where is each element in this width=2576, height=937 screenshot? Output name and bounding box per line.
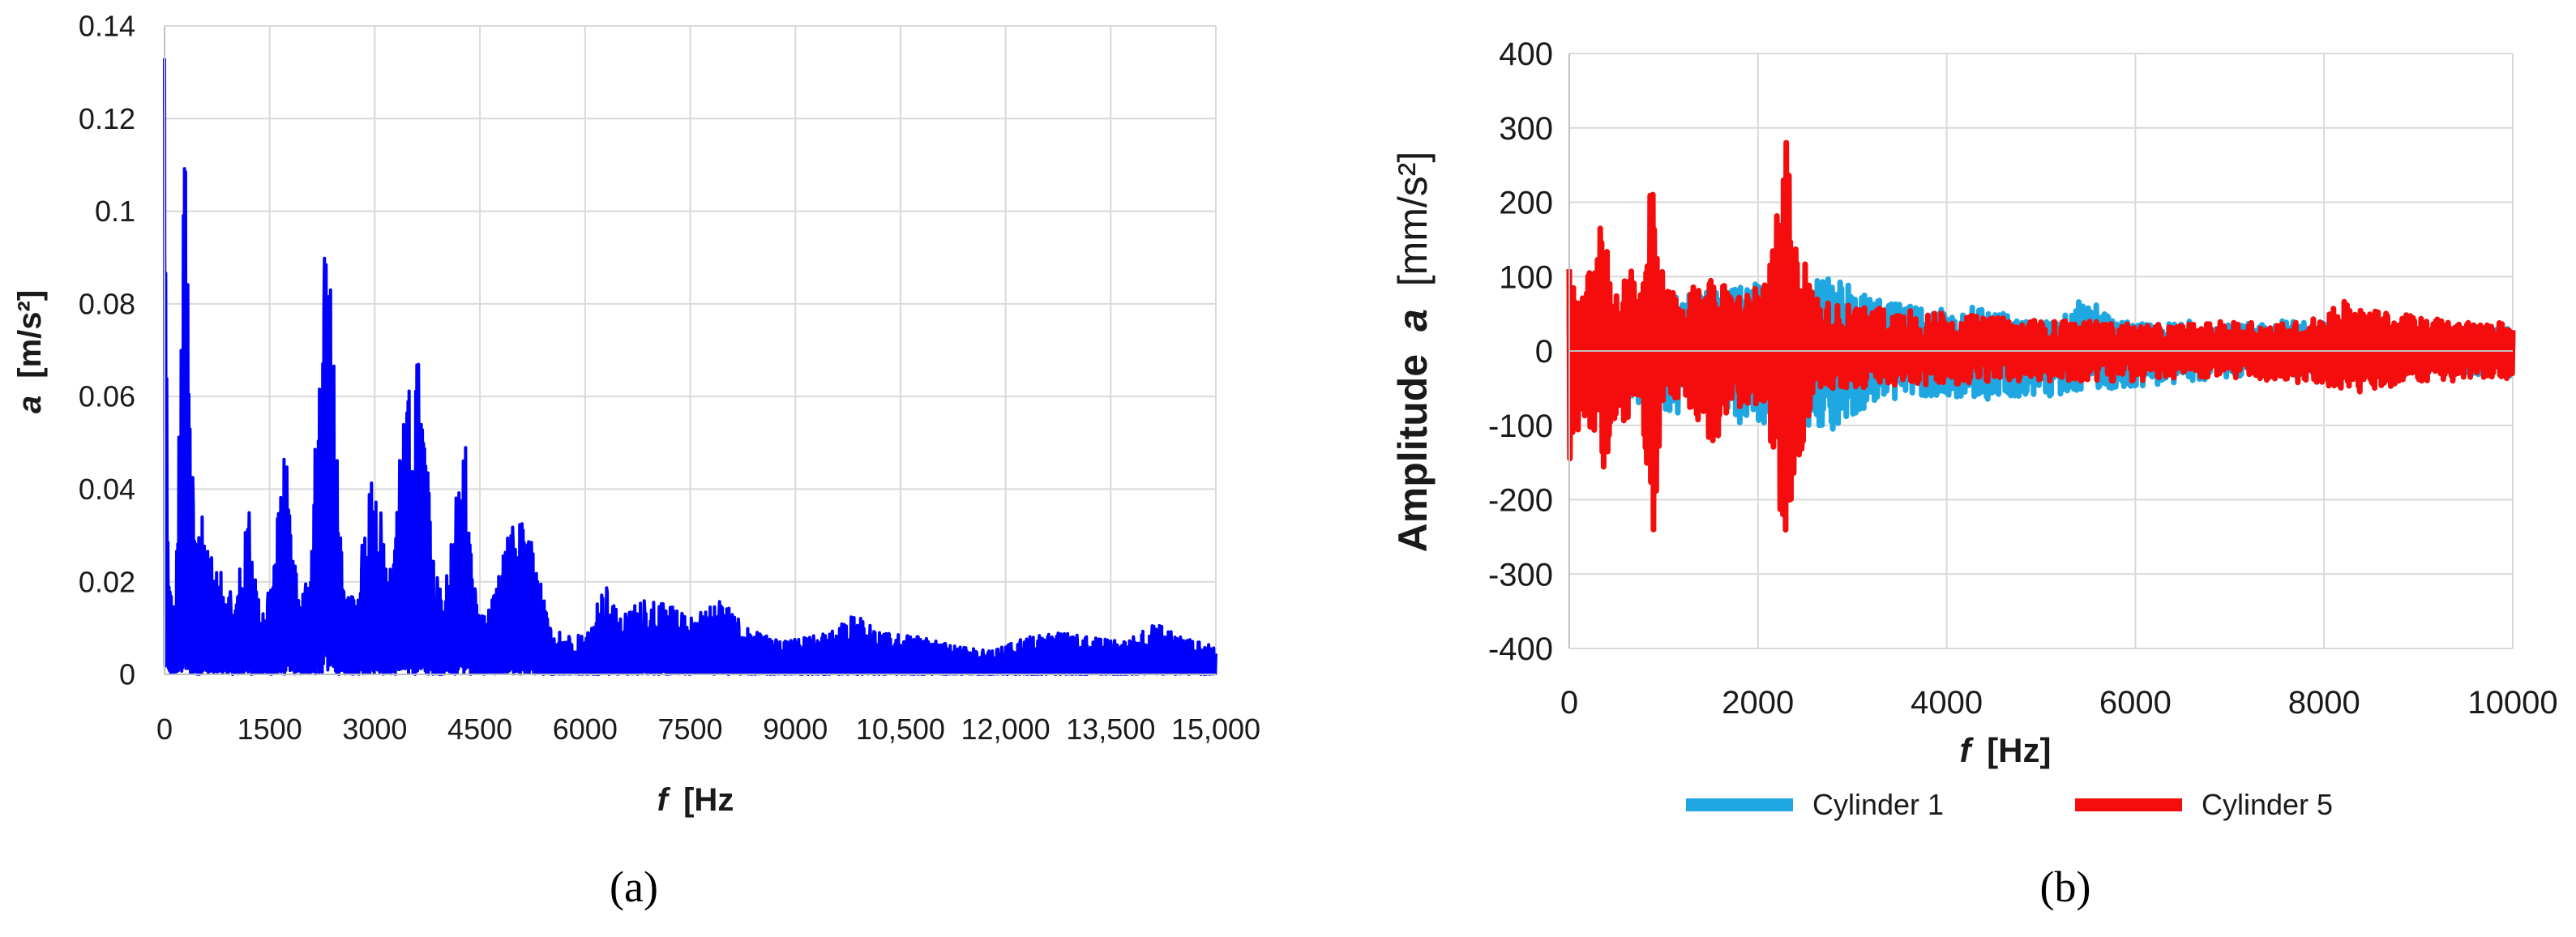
chart-a-x-name: f (657, 782, 671, 818)
chart-b-y-tick-labels: -400 -300 -200 -100 0 100 200 300 400 (1488, 36, 1553, 667)
chart-a-y-unit: [m/s²] (12, 290, 48, 379)
chart-b: -400 -300 -200 -100 0 100 200 300 400 0 2000 4000 6… (1390, 36, 2558, 911)
x-tick-label: 13,500 (1066, 712, 1155, 746)
y-tick-label: 0.08 (79, 287, 135, 320)
x-tick-label: 7500 (657, 712, 722, 746)
y-tick-label: 200 (1499, 186, 1553, 221)
chart-a-panel-label: (a) (610, 862, 658, 911)
chart-b-series-layer (1566, 139, 2516, 533)
chart-b-y-prefix: Amplitude (1390, 354, 1436, 552)
x-tick-label: 9000 (763, 712, 828, 746)
x-tick-label: 2000 (1722, 685, 1794, 721)
x-tick-label: 12,000 (961, 712, 1051, 746)
chart-b-x-axis-label: f [Hz] (1960, 731, 2052, 769)
y-tick-label: 0.04 (79, 473, 135, 506)
x-tick-label: 6000 (553, 712, 618, 746)
x-tick-label: 3000 (342, 712, 407, 746)
y-tick-label: 0.14 (79, 10, 135, 43)
x-tick-label: 6000 (2099, 685, 2172, 721)
x-tick-label: 8000 (2288, 685, 2360, 721)
x-tick-label: 15,000 (1171, 712, 1260, 746)
x-tick-label: 10,500 (856, 712, 945, 746)
chart-b-panel-label: (b) (2040, 862, 2091, 911)
chart-a-x-unit: [Hz (683, 782, 734, 818)
chart-a-y-name: a (12, 396, 48, 413)
chart-b-axes (1568, 53, 2513, 648)
chart-a-axes (164, 26, 1216, 675)
chart-a-series-layer (163, 58, 1217, 676)
legend-label-cylinder-1: Cylinder 1 (1812, 788, 1944, 821)
y-tick-label: 0.12 (79, 102, 135, 135)
y-tick-label: 100 (1499, 259, 1553, 295)
series-line-signal (163, 58, 1217, 676)
chart-a-x-tick-labels: 0 1500 3000 4500 6000 7500 9000 10,500 12,000 13,… (156, 712, 1260, 746)
y-tick-label: 0.02 (79, 565, 135, 598)
x-tick-label: 4000 (1911, 685, 1983, 721)
y-tick-label: 0.06 (79, 380, 135, 413)
y-tick-label: 300 (1499, 111, 1553, 147)
chart-b-legend: Cylinder 1 Cylinder 5 (1686, 788, 2333, 821)
series-line-cylinder-5 (1566, 139, 2516, 533)
y-tick-label: -400 (1488, 631, 1553, 667)
x-tick-label: 0 (156, 712, 173, 746)
x-tick-label: 10000 (2467, 685, 2557, 721)
chart-b-x-unit: [Hz] (1987, 731, 2051, 769)
y-tick-label: -200 (1488, 483, 1553, 519)
chart-b-y-unit: [mm/s²] (1390, 152, 1436, 287)
chart-a-y-tick-labels: 0 0.02 0.04 0.06 0.08 0.1 0.12 0.14 (79, 10, 135, 691)
x-tick-label: 0 (1560, 685, 1578, 721)
chart-a-x-axis-label: f [Hz (657, 782, 734, 818)
y-tick-label: 400 (1499, 36, 1553, 72)
legend-label-cylinder-5: Cylinder 5 (2202, 788, 2333, 821)
y-tick-label: -100 (1488, 409, 1553, 444)
x-tick-label: 1500 (237, 712, 302, 746)
y-tick-label: 0 (1535, 334, 1553, 370)
x-tick-label: 4500 (447, 712, 512, 746)
chart-a-y-axis-label: a [m/s²] (12, 290, 48, 413)
chart-b-y-name: a (1390, 309, 1436, 332)
chart-a: 0 0.02 0.04 0.06 0.08 0.1 0.12 0.14 0 1500 3000 45… (12, 10, 1260, 911)
y-tick-label: 0 (119, 658, 135, 691)
y-tick-label: 0.1 (95, 195, 135, 228)
y-tick-label: -300 (1488, 557, 1553, 593)
chart-b-x-name: f (1960, 731, 1975, 769)
chart-b-x-tick-labels: 0 2000 4000 6000 8000 10000 (1560, 685, 2558, 721)
chart-b-y-axis-label: Amplitude a [mm/s²] (1390, 152, 1436, 553)
